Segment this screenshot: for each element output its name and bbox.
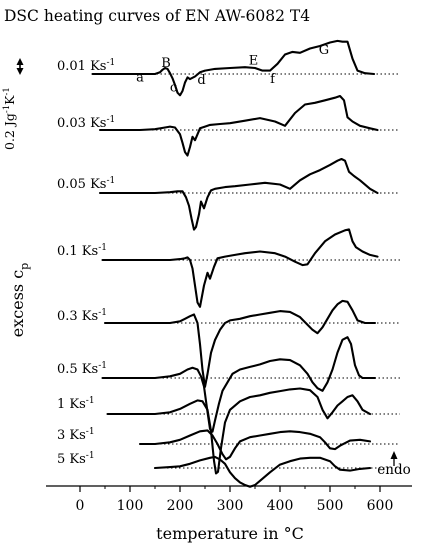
series-rate-label: 0.03 Ks-1 [57,115,115,131]
x-tick-label: 100 [117,498,144,514]
peak-label: E [249,53,259,68]
x-tick-label: 0 [76,498,85,514]
baselines [92,73,400,469]
peak-label: c [170,81,177,96]
series-rate-label: 0.5 Ks-1 [57,361,107,377]
series-rate-label: 0.1 Ks-1 [57,243,107,259]
chart-title: DSC heating curves of EN AW-6082 T4 [4,7,310,25]
series-line [98,94,379,157]
series-rate-label: 5 Ks-1 [57,451,95,467]
x-axis-label: temperature in °C [156,524,304,543]
series-line [103,299,377,388]
peak-label: a [136,70,144,85]
rate-labels: 0.01 Ks-1 0.03 Ks-1 0.05 Ks-1 0.1 Ks-1 0.3 K… [57,58,115,467]
scale-bar-arrow-down-icon [16,68,24,75]
scale-bar: 0.2 Jg-1K-1 [2,58,24,150]
peak-label: B [161,56,171,71]
series-line [98,157,379,231]
endo-indicator: endo [377,451,411,478]
series-line [91,39,376,97]
x-axis-ticks: 0 100 200 300 400 500 600 [76,486,394,514]
x-axis: 0 100 200 300 400 500 600 [46,485,412,514]
peak-label: G [319,43,329,58]
peak-labels: a Bc d Ef G [136,43,329,95]
x-tick-label: 500 [317,498,344,514]
x-tick-label: 600 [367,498,394,514]
endo-arrow-up-icon [390,451,398,459]
x-tick-label: 200 [167,498,194,514]
peak-label: d [197,73,205,88]
series-rate-label: 0.01 Ks-1 [57,58,115,74]
x-tick-label: 300 [217,498,244,514]
series-line [153,455,372,488]
series-rate-label: 3 Ks-1 [57,427,95,443]
x-tick-label: 400 [267,498,294,514]
curves [91,39,379,488]
series-rate-label: 0.3 Ks-1 [57,308,107,324]
series-line [106,387,372,475]
series-line [138,429,372,461]
scale-bar-label: 0.2 Jg-1K-1 [2,87,17,150]
y-axis-label: excess cp [8,263,31,337]
series-rate-label: 1 Ks-1 [57,396,95,412]
endo-label: endo [377,462,410,478]
series-line [101,228,379,308]
series-line [101,336,377,433]
scale-bar-arrow-up-icon [16,58,24,65]
peak-label: f [270,72,276,87]
series-rate-label: 0.05 Ks-1 [57,176,115,192]
